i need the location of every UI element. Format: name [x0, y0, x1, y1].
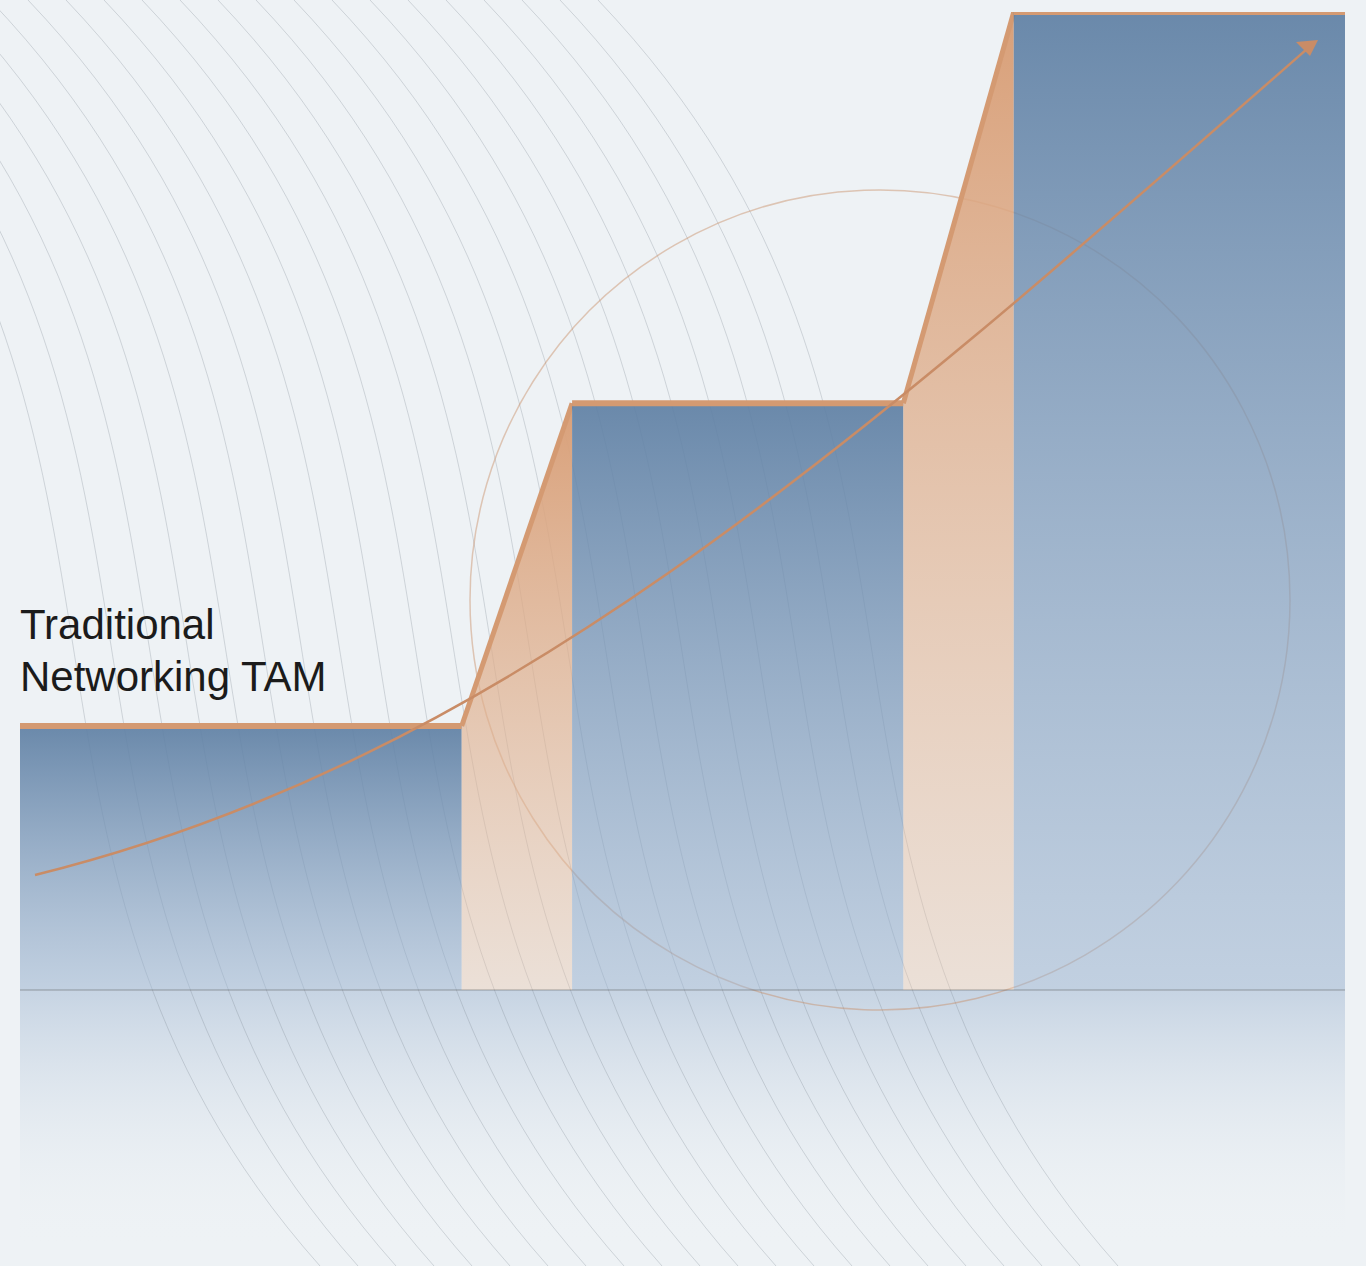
svg-text:Networking TAM: Networking TAM — [20, 653, 327, 700]
svg-text:Traditional: Traditional — [20, 601, 226, 648]
